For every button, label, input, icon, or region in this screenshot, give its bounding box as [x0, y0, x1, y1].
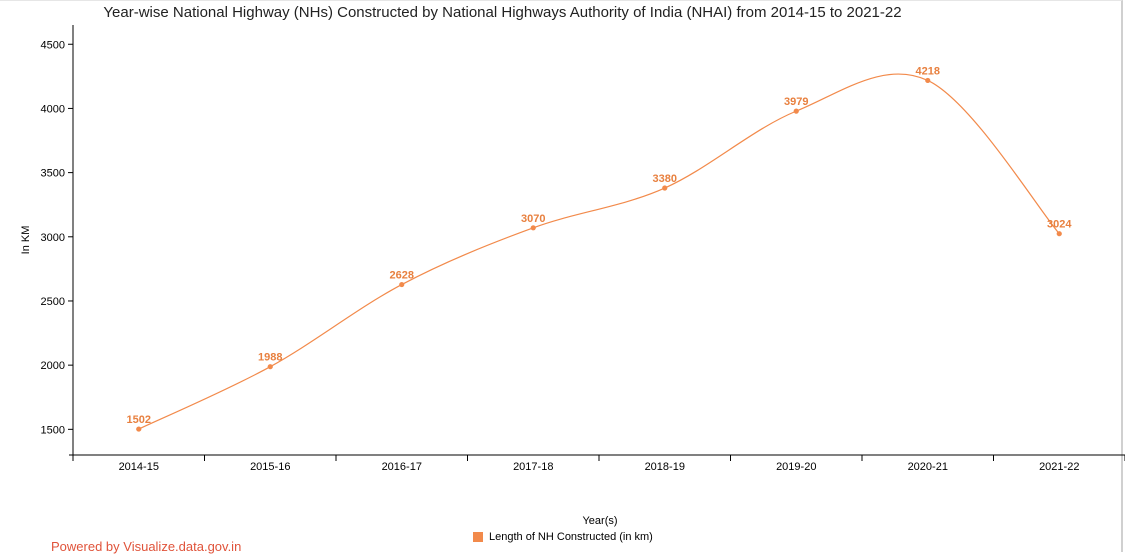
- y-axis: 1500 2000 2500 3000 3500 4000 4500: [41, 25, 74, 455]
- data-label: 3070: [521, 213, 545, 225]
- data-label: 1988: [258, 352, 282, 364]
- y-tick-label: 3500: [41, 168, 65, 180]
- x-tick-label: 2015-16: [250, 461, 290, 473]
- y-tick-label: 1500: [41, 424, 65, 436]
- data-label: 3380: [653, 173, 677, 185]
- x-tick-label: 2017-18: [513, 461, 553, 473]
- powered-by-link[interactable]: Powered by Visualize.data.gov.in: [51, 539, 242, 554]
- x-tick-label: 2021-22: [1039, 461, 1079, 473]
- data-point[interactable]: [267, 364, 273, 370]
- data-label: 3024: [1047, 219, 1072, 231]
- y-axis-title: In KM: [20, 226, 32, 255]
- x-tick-label: 2020-21: [908, 461, 948, 473]
- y-tick-label: 4500: [41, 39, 65, 51]
- data-point[interactable]: [793, 108, 799, 114]
- chart-title: Year-wise National Highway (NHs) Constru…: [103, 4, 902, 21]
- data-label: 4218: [916, 65, 940, 77]
- x-tick-label: 2014-15: [119, 461, 159, 473]
- series-layer: [136, 73, 1062, 432]
- data-point[interactable]: [136, 426, 142, 432]
- y-tick-label: 2500: [41, 296, 65, 308]
- data-point[interactable]: [530, 225, 536, 231]
- x-tick-label: 2019-20: [776, 461, 816, 473]
- legend-swatch: [473, 532, 483, 542]
- x-axis-title: Year(s): [582, 515, 617, 527]
- data-label: 1502: [127, 414, 151, 426]
- x-tick-label: 2016-17: [382, 461, 422, 473]
- data-point[interactable]: [925, 77, 931, 84]
- legend[interactable]: Length of NH Constructed (in km): [473, 531, 653, 543]
- data-label-layer: 1502 1988 2628 3070 3380 3979 4218 3024: [127, 65, 1073, 426]
- x-axis: 2014-15 2015-16 2016-17 2017-18 2018-19 2019-…: [69, 454, 1125, 473]
- y-tick-label: 4000: [41, 103, 65, 115]
- legend-label: Length of NH Constructed (in km): [489, 531, 653, 543]
- data-point[interactable]: [1056, 231, 1062, 237]
- series-line: [138, 73, 1060, 430]
- x-tick-label: 2018-19: [645, 461, 685, 473]
- y-tick-label: 3000: [41, 232, 65, 244]
- data-label: 2628: [390, 270, 414, 282]
- data-label: 3979: [784, 96, 808, 108]
- data-point[interactable]: [662, 185, 668, 191]
- data-point[interactable]: [399, 281, 405, 288]
- y-tick-label: 2000: [41, 360, 65, 372]
